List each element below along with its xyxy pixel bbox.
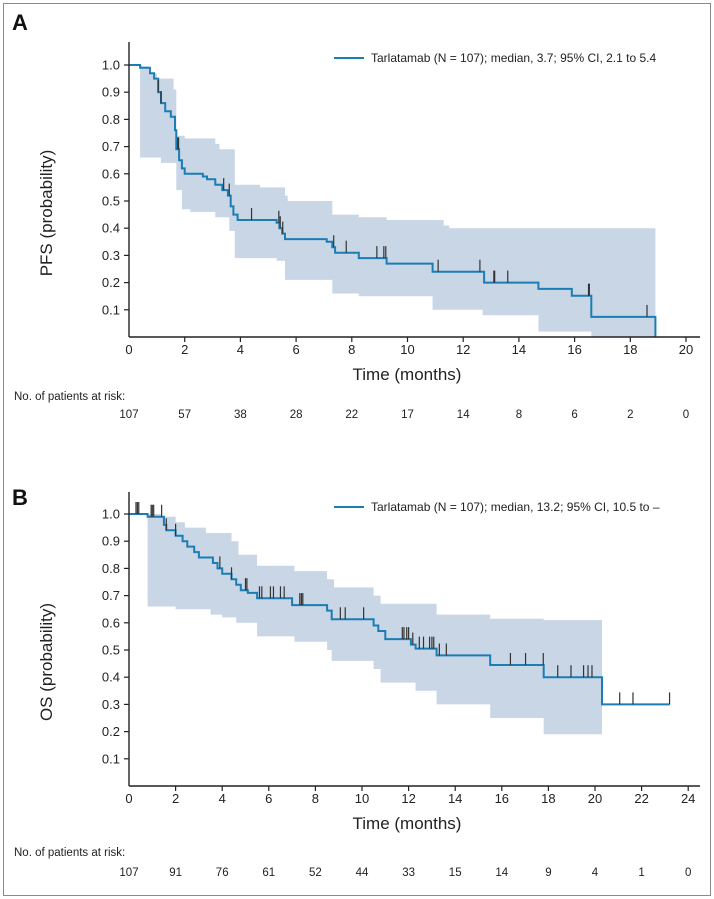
y-tick-label: 0.3: [102, 248, 120, 263]
figure-frame: [3, 3, 711, 896]
risk-count: 1: [638, 867, 644, 879]
y-tick-label: 0.4: [102, 221, 120, 236]
risk-count: 76: [216, 867, 229, 879]
risk-count: 2: [627, 409, 633, 421]
panel-b: B0.10.20.30.40.50.60.70.80.91.00 2 4 6 8 10 12…: [12, 485, 700, 879]
x-tick-label: 16: [567, 342, 581, 357]
risk-count: 52: [309, 867, 322, 879]
x-tick-label: 8: [348, 342, 355, 357]
risk-count: 0: [685, 867, 691, 879]
y-tick-label: 0.2: [102, 275, 120, 290]
risk-count: 61: [262, 867, 275, 879]
y-tick-label: 0.7: [102, 588, 120, 603]
legend-label: Tarlatamab (N = 107); median, 13.2; 95% …: [371, 500, 660, 514]
x-tick-label: 18: [623, 342, 637, 357]
risk-table: No. of patients at risk: 107 57 38 28 22 17 14 8…: [14, 391, 689, 421]
x-tick-label: 14: [448, 791, 462, 806]
panel-label: B: [12, 485, 28, 510]
y-tick-label: 1.0: [102, 507, 120, 522]
panel-a: A 0.1 0.2 0.3 0.4 0.5 0.6 0.7 0.8 0.9 1.0 0 2 4 6 8 10 12…: [12, 10, 700, 421]
x-tick-label: 2: [172, 791, 179, 806]
risk-count: 107: [119, 867, 138, 879]
x-tick-label: 16: [495, 791, 509, 806]
legend: Tarlatamab (N = 107); median, 13.2; 95% …: [334, 500, 660, 514]
y-tick-label: 0.1: [102, 302, 120, 317]
risk-count: 44: [356, 867, 369, 879]
risk-table-label: No. of patients at risk:: [14, 391, 125, 403]
ci-band: [129, 514, 602, 735]
x-tick-label: 22: [634, 791, 648, 806]
risk-count: 4: [592, 867, 599, 879]
y-axis-label: OS (probability): [37, 603, 56, 721]
y-tick-label: 0.2: [102, 724, 120, 739]
risk-count: 57: [178, 409, 191, 421]
x-tick-label: 24: [681, 791, 695, 806]
risk-count: 14: [457, 409, 470, 421]
km-curve: [129, 513, 670, 706]
y-tick-label: 0.8: [102, 112, 120, 127]
risk-count: 14: [495, 867, 508, 879]
y-tick-label: 0.9: [102, 85, 120, 100]
risk-count: 9: [545, 867, 551, 879]
legend: Tarlatamab (N = 107); median, 3.7; 95% C…: [334, 51, 656, 65]
x-tick-label: 20: [588, 791, 602, 806]
x-axis-label: Time (months): [353, 814, 462, 833]
x-tick-label: 0: [125, 342, 132, 357]
risk-count: 8: [516, 409, 522, 421]
panel-label: A: [12, 10, 28, 35]
x-tick-label: 20: [679, 342, 693, 357]
y-tick-label: 0.6: [102, 166, 120, 181]
risk-count: 17: [401, 409, 414, 421]
x-tick-label: 4: [237, 342, 244, 357]
x-tick-label: 18: [541, 791, 555, 806]
y-axis-label: PFS (probability): [37, 150, 56, 277]
x-tick-label: 8: [312, 791, 319, 806]
y-tick-label: 0.7: [102, 139, 120, 154]
risk-count: 15: [449, 867, 462, 879]
y-tick-label: 1.0: [102, 58, 120, 73]
x-tick-label: 4: [219, 791, 226, 806]
km-curve: [129, 64, 657, 337]
ci-band: [129, 65, 656, 337]
risk-table: No. of patients at risk:107 91 76 61 52 44 33 1…: [14, 847, 691, 879]
legend-label: Tarlatamab (N = 107); median, 3.7; 95% C…: [371, 51, 656, 65]
y-tick-label: 0.6: [102, 615, 120, 630]
y-tick-label: 0.5: [102, 643, 120, 658]
x-tick-label: 2: [181, 342, 188, 357]
risk-count: 91: [169, 867, 182, 879]
risk-count: 6: [571, 409, 577, 421]
y-tick-label: 0.8: [102, 561, 120, 576]
risk-count: 0: [683, 409, 689, 421]
risk-table-label: No. of patients at risk:: [14, 847, 125, 859]
y-tick-label: 0.9: [102, 534, 120, 549]
x-tick-label: 6: [292, 342, 299, 357]
x-tick-label: 10: [355, 791, 369, 806]
y-tick-label: 0.5: [102, 194, 120, 209]
x-tick-label: 14: [512, 342, 526, 357]
y-tick-label: 0.4: [102, 670, 120, 685]
x-tick-label: 0: [125, 791, 132, 806]
risk-count: 38: [234, 409, 247, 421]
x-tick-label: 12: [401, 791, 415, 806]
risk-count: 22: [345, 409, 358, 421]
risk-count: 107: [119, 409, 138, 421]
y-tick-label: 0.3: [102, 697, 120, 712]
x-tick-label: 10: [400, 342, 414, 357]
x-tick-label: 12: [456, 342, 470, 357]
x-axis-label: Time (months): [353, 365, 462, 384]
risk-count: 33: [402, 867, 415, 879]
risk-count: 28: [290, 409, 303, 421]
y-tick-label: 0.1: [102, 751, 120, 766]
x-tick-label: 6: [265, 791, 272, 806]
